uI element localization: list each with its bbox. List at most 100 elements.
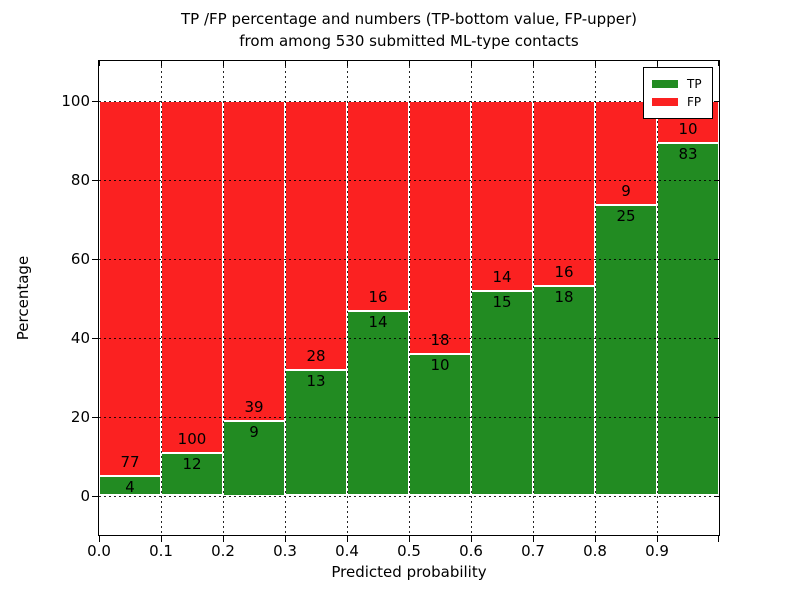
gridline-v bbox=[285, 61, 286, 535]
bar-tp-count-label: 15 bbox=[492, 293, 512, 312]
gridline-v bbox=[161, 61, 162, 535]
y-tick-label: 0 bbox=[80, 486, 90, 505]
bar-tp-count-label: 25 bbox=[616, 207, 636, 226]
bar-fp-count-label: 10 bbox=[678, 119, 698, 138]
plot-area: TP FP 77 4 100 12 39 9 28 13 16 14 18 10 14 15 16 18 9 25… bbox=[92, 60, 720, 542]
bar-fp-segment bbox=[347, 100, 409, 312]
bar-tp-count-label: 83 bbox=[678, 144, 698, 163]
bar-fp-count-label: 28 bbox=[306, 347, 326, 366]
y-tick-label: 100 bbox=[61, 91, 90, 110]
legend-item-fp: FP bbox=[652, 94, 704, 110]
bar-fp-segment bbox=[285, 100, 347, 371]
bar-fp-count-label: 77 bbox=[120, 452, 140, 471]
bar-fp-count-label: 18 bbox=[430, 331, 450, 350]
x-tick-mark bbox=[718, 536, 719, 542]
gridline-v bbox=[595, 61, 596, 535]
gridline-v bbox=[533, 61, 534, 535]
y-tick-label: 40 bbox=[70, 328, 90, 347]
x-tick-mark bbox=[533, 61, 534, 66]
x-tick-mark bbox=[657, 61, 658, 66]
x-tick-mark bbox=[471, 536, 472, 542]
x-tick-mark bbox=[347, 61, 348, 66]
bar-fp-count-label: 16 bbox=[554, 263, 574, 282]
x-tick-label: 0.1 bbox=[149, 542, 173, 560]
y-tick-mark bbox=[92, 179, 98, 181]
bar-fp-segment bbox=[409, 100, 471, 355]
x-tick-mark bbox=[161, 536, 162, 542]
x-tick-mark bbox=[533, 536, 534, 542]
y-tick-mark bbox=[714, 416, 719, 418]
x-tick-label: 0.9 bbox=[645, 542, 669, 560]
y-tick-mark bbox=[92, 258, 98, 260]
legend-tp-swatch-icon bbox=[652, 80, 678, 88]
bar-fp-segment bbox=[223, 100, 285, 422]
bar-tp-segment bbox=[285, 370, 347, 496]
bar-tp-segment bbox=[657, 142, 719, 496]
y-tick-mark bbox=[714, 495, 719, 497]
x-tick-label: 0.6 bbox=[459, 542, 483, 560]
bar-fp-segment bbox=[161, 100, 223, 454]
y-tick-label: 80 bbox=[70, 170, 90, 189]
y-tick-label: 60 bbox=[70, 249, 90, 268]
gridline-v bbox=[409, 61, 410, 535]
bar-fp-count-label: 16 bbox=[368, 288, 388, 307]
bar-tp-segment bbox=[471, 291, 533, 496]
legend-fp-swatch-icon bbox=[652, 98, 678, 106]
chart-title-line2: from among 530 submitted ML-type contact… bbox=[239, 32, 579, 50]
bar-tp-count-label: 13 bbox=[306, 372, 326, 391]
x-tick-mark bbox=[347, 536, 348, 542]
legend-fp-label: FP bbox=[687, 95, 702, 109]
legend-item-tp: TP bbox=[652, 76, 704, 92]
x-tick-mark bbox=[718, 61, 719, 66]
x-tick-label: 0.4 bbox=[335, 542, 359, 560]
x-tick-mark bbox=[409, 61, 410, 66]
legend-tp-label: TP bbox=[687, 77, 702, 91]
chart-title-line1: TP /FP percentage and numbers (TP-bottom… bbox=[181, 10, 637, 28]
y-tick-mark bbox=[92, 416, 98, 418]
bar-tp-segment bbox=[223, 421, 285, 496]
y-tick-mark bbox=[714, 337, 719, 339]
y-tick-label: 20 bbox=[70, 407, 90, 426]
gridline-v bbox=[347, 61, 348, 535]
x-tick-label: 0.5 bbox=[397, 542, 421, 560]
bar-tp-count-label: 12 bbox=[182, 455, 202, 474]
y-tick-mark bbox=[714, 100, 719, 102]
x-tick-mark bbox=[99, 61, 100, 66]
bar-tp-segment bbox=[533, 286, 595, 496]
bar-fp-count-label: 39 bbox=[244, 398, 264, 417]
bar-tp-segment bbox=[409, 354, 471, 496]
x-tick-mark bbox=[409, 536, 410, 542]
x-tick-mark bbox=[223, 61, 224, 66]
x-tick-mark bbox=[161, 61, 162, 66]
y-tick-mark bbox=[714, 179, 719, 181]
x-tick-mark bbox=[223, 536, 224, 542]
x-tick-mark bbox=[657, 536, 658, 542]
bar-tp-segment bbox=[347, 311, 409, 496]
bar-tp-segment bbox=[161, 453, 223, 496]
bar-fp-count-label: 9 bbox=[621, 182, 631, 201]
bar-tp-count-label: 10 bbox=[430, 356, 450, 375]
gridline-v bbox=[471, 61, 472, 535]
x-tick-mark bbox=[471, 61, 472, 66]
x-tick-mark bbox=[595, 61, 596, 66]
bar-tp-count-label: 14 bbox=[368, 313, 388, 332]
x-tick-mark bbox=[285, 61, 286, 66]
y-tick-mark bbox=[92, 495, 98, 497]
y-tick-mark bbox=[92, 337, 98, 339]
bar-tp-segment bbox=[595, 205, 657, 496]
y-tick-mark bbox=[714, 258, 719, 260]
y-axis-label: Percentage bbox=[14, 255, 32, 341]
x-tick-mark bbox=[285, 536, 286, 542]
bar-tp-count-label: 18 bbox=[554, 288, 574, 307]
bar-fp-count-label: 100 bbox=[177, 430, 207, 449]
bar-tp-count-label: 9 bbox=[249, 423, 259, 442]
x-tick-label: 0.8 bbox=[583, 542, 607, 560]
x-tick-label: 0.7 bbox=[521, 542, 545, 560]
bar-fp-segment bbox=[99, 100, 161, 476]
x-tick-label: 0.3 bbox=[273, 542, 297, 560]
bar-tp-count-label: 4 bbox=[125, 477, 135, 496]
x-tick-mark bbox=[595, 536, 596, 542]
bar-fp-segment bbox=[471, 100, 533, 292]
gridline-v bbox=[223, 61, 224, 535]
